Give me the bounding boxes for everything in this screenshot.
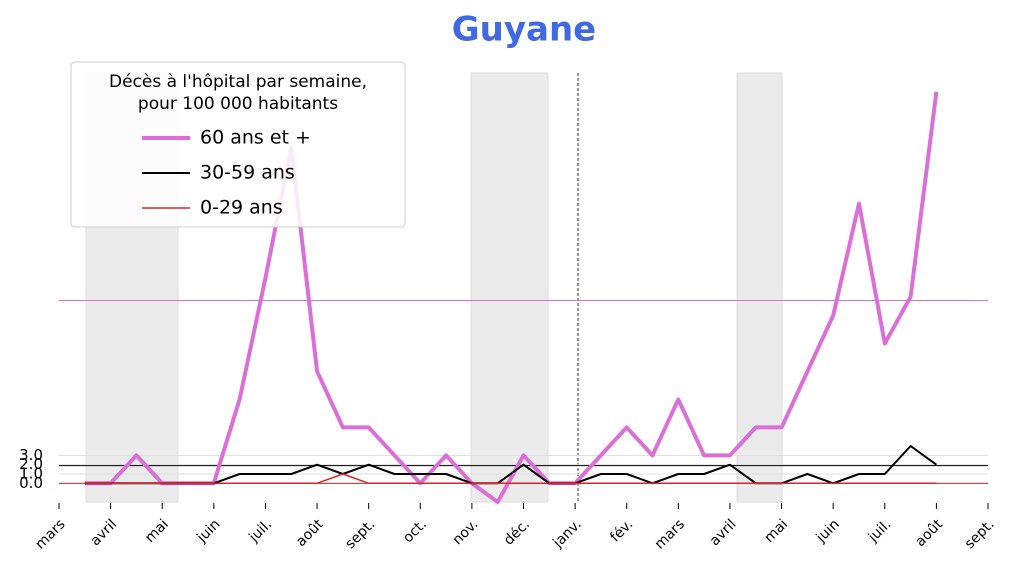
legend: Décès à l'hôpital par semaine,pour 100 0…	[70, 61, 406, 228]
legend-label: 60 ans et +	[200, 127, 311, 149]
series-line	[84, 91, 939, 504]
y-tick-label: 1.0	[19, 465, 43, 483]
series-line	[84, 473, 937, 485]
x-tick-label: janv.	[549, 516, 584, 551]
x-tick-label: juin	[813, 516, 843, 546]
x-tick-label: juin	[193, 516, 223, 546]
x-tick-label: mars	[652, 516, 688, 552]
y-tick-label: 0.0	[19, 474, 43, 492]
chart-title: Guyane	[452, 10, 596, 50]
y-tick-label: 3.0	[19, 446, 43, 464]
x-tick-label: juil.	[245, 516, 275, 546]
shaded-period	[470, 72, 549, 503]
legend-label: 0-29 ans	[200, 197, 283, 219]
legend-label: 30-59 ans	[200, 162, 295, 184]
x-tick-label: oct.	[400, 516, 430, 546]
legend-box	[70, 61, 406, 228]
x-tick-label: mars	[32, 516, 68, 552]
legend-title: pour 100 000 habitants	[138, 94, 338, 114]
x-tick-label: août	[293, 516, 327, 550]
x-tick-label: mai	[142, 516, 172, 546]
y-tick-label: 2.0	[19, 455, 43, 473]
series-line	[84, 445, 937, 485]
legend-title: Décès à l'hôpital par semaine,	[109, 72, 367, 92]
x-tick-label: juil.	[865, 516, 895, 546]
x-tick-label: sept.	[962, 516, 998, 552]
x-tick-label: fév.	[607, 516, 636, 545]
x-tick-label: nov.	[450, 516, 482, 548]
x-tick-label: août	[912, 516, 946, 550]
x-tick-label: avril	[87, 516, 120, 549]
x-tick-label: déc.	[501, 516, 533, 548]
x-tick-label: sept.	[342, 516, 378, 552]
x-tick-label: avril	[707, 516, 740, 549]
x-tick-label: mai	[761, 516, 791, 546]
shaded-period	[736, 72, 783, 503]
